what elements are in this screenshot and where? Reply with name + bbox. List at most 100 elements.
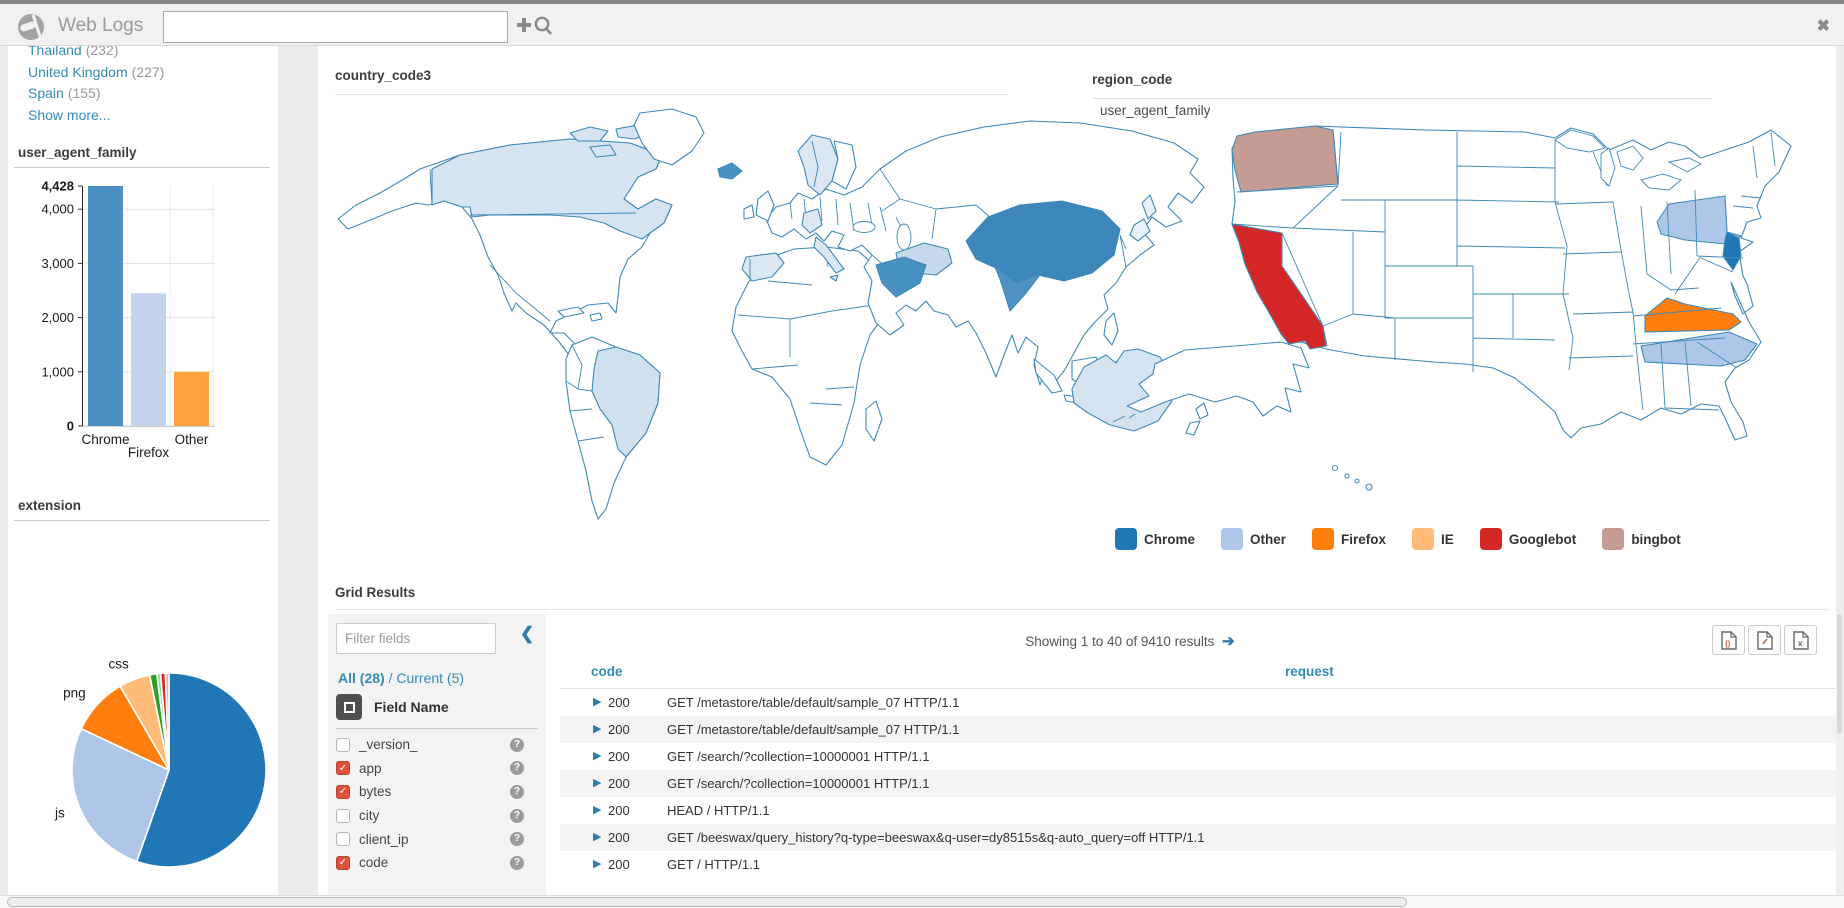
map-region-nc[interactable] bbox=[1640, 331, 1758, 367]
expand-row-icon[interactable]: ▶ bbox=[593, 750, 602, 762]
all-fields-link[interactable]: All (28) bbox=[338, 670, 385, 686]
map-region-italy[interactable] bbox=[813, 236, 845, 282]
cell-request: HEAD / HTTP/1.1 bbox=[667, 803, 770, 818]
field-checkbox-client_ip[interactable] bbox=[336, 832, 350, 847]
field-help-icon[interactable]: ? bbox=[510, 808, 524, 823]
add-search-button[interactable] bbox=[514, 12, 560, 42]
table-row[interactable]: ▶ 200 HEAD / HTTP/1.1 bbox=[560, 797, 1836, 824]
expand-row-icon[interactable]: ▶ bbox=[593, 831, 602, 843]
pie-slice[interactable] bbox=[164, 672, 170, 771]
table-row[interactable]: ▶ 200 GET /metastore/table/default/sample_… bbox=[560, 716, 1836, 743]
map-region-japan[interactable] bbox=[1129, 194, 1157, 242]
toggle-all-fields-checkbox[interactable] bbox=[336, 694, 362, 720]
field-help-icon[interactable]: ? bbox=[510, 832, 524, 847]
map-region-hawaii[interactable] bbox=[1331, 464, 1373, 491]
plus-search-icon bbox=[517, 16, 552, 35]
map-region-greenland[interactable] bbox=[633, 108, 705, 166]
table-row[interactable]: ▶ 200 GET /beeswax/query_history?q-type=be… bbox=[560, 824, 1836, 851]
cell-code: 200 bbox=[608, 803, 630, 818]
field-name-label: Field Name bbox=[374, 699, 449, 715]
map-region-saudi[interactable] bbox=[875, 256, 927, 298]
main-panel: country_code3 region_code user_agent_fam… bbox=[318, 46, 1836, 895]
column-header-request[interactable]: request bbox=[1285, 664, 1334, 679]
bar-chrome[interactable] bbox=[88, 186, 123, 426]
svg-text:{}: {} bbox=[1725, 641, 1731, 648]
cell-request: GET /search/?collection=10000001 HTTP/1.… bbox=[667, 749, 930, 764]
facet-item: Thailand (232) bbox=[28, 46, 164, 62]
expand-row-icon[interactable]: ▶ bbox=[593, 723, 602, 735]
field-help-icon[interactable]: ? bbox=[510, 784, 524, 799]
map-region-wa[interactable] bbox=[1231, 125, 1339, 193]
map-region-ca[interactable] bbox=[1231, 223, 1327, 350]
legend-label: Googlebot bbox=[1508, 531, 1577, 547]
legend-label: Chrome bbox=[1144, 531, 1196, 547]
fields-panel: ❮ All (28) / Current (5) Field Name _ver… bbox=[328, 614, 546, 895]
hue-logo-icon[interactable] bbox=[17, 13, 45, 41]
legend-swatch bbox=[1221, 528, 1244, 550]
map-region-canada[interactable] bbox=[431, 138, 673, 240]
results-table: Showing 1 to 40 of 9410 results ➔ {} x bbox=[560, 620, 1836, 895]
legend-item: IE bbox=[1412, 528, 1454, 550]
export-xls-button[interactable]: x bbox=[1784, 625, 1817, 655]
divider bbox=[1092, 98, 1712, 99]
facet-count: (227) bbox=[131, 63, 165, 80]
us-choropleth-map[interactable] bbox=[1085, 105, 1836, 527]
search-input[interactable] bbox=[163, 11, 508, 43]
expand-row-icon[interactable]: ▶ bbox=[593, 858, 602, 870]
horizontal-scrollbar-thumb[interactable] bbox=[7, 897, 1407, 907]
field-help-icon[interactable]: ? bbox=[510, 737, 524, 752]
export-json-button[interactable]: {} bbox=[1712, 625, 1745, 655]
facet-link[interactable]: United Kingdom bbox=[28, 63, 128, 80]
facet-link[interactable]: Thailand bbox=[28, 46, 82, 58]
vertical-scrollbar[interactable] bbox=[1836, 612, 1843, 895]
horizontal-scrollbar[interactable] bbox=[0, 895, 1844, 908]
column-header-code[interactable]: code bbox=[591, 664, 623, 679]
field-row-code: ✓ code? bbox=[336, 851, 538, 875]
showing-text: Showing 1 to 40 of 9410 results bbox=[1025, 634, 1215, 649]
field-checkbox-city[interactable] bbox=[336, 808, 350, 823]
legend-item: Googlebot bbox=[1479, 528, 1577, 550]
pie-slice-js[interactable] bbox=[71, 727, 170, 863]
svg-text:3,000: 3,000 bbox=[41, 256, 74, 271]
file-json-icon: {} bbox=[1720, 630, 1737, 650]
field-checkbox-app[interactable]: ✓ bbox=[336, 761, 350, 776]
field-help-icon[interactable]: ? bbox=[510, 761, 524, 776]
facet-link[interactable]: Show more... bbox=[28, 106, 111, 123]
fields-switch: All (28) / Current (5) bbox=[338, 670, 464, 686]
filter-fields-input[interactable] bbox=[336, 623, 496, 654]
map-region-spain[interactable] bbox=[741, 252, 785, 282]
next-page-arrow-icon[interactable]: ➔ bbox=[1222, 633, 1235, 650]
map-region-nj[interactable] bbox=[1722, 231, 1742, 271]
bar-other[interactable] bbox=[174, 371, 209, 426]
map-region-china[interactable] bbox=[965, 200, 1121, 284]
close-icon[interactable]: ✖ bbox=[1816, 18, 1830, 35]
expand-row-icon[interactable]: ▶ bbox=[593, 777, 602, 789]
field-label: bytes bbox=[359, 784, 392, 800]
cell-code: 200 bbox=[608, 695, 630, 710]
table-row[interactable]: ▶ 200 GET /search/?collection=10000001 HTT… bbox=[560, 743, 1836, 770]
table-row[interactable]: ▶ 200 GET / HTTP/1.1 bbox=[560, 851, 1836, 878]
bar-firefox[interactable] bbox=[131, 293, 166, 426]
field-checkbox-_version_[interactable] bbox=[336, 737, 350, 752]
grid-results-title: Grid Results bbox=[335, 585, 416, 600]
map-region-alaska[interactable] bbox=[1126, 341, 1310, 417]
vertical-scrollbar-thumb[interactable] bbox=[1837, 614, 1842, 734]
field-checkbox-code[interactable]: ✓ bbox=[336, 855, 350, 870]
map-region-iceland[interactable] bbox=[717, 162, 743, 180]
us-map-subtitle: user_agent_family bbox=[1100, 103, 1211, 118]
collapse-panel-icon[interactable]: ❮ bbox=[520, 624, 535, 643]
expand-row-icon[interactable]: ▶ bbox=[593, 804, 602, 816]
export-csv-button[interactable] bbox=[1748, 625, 1781, 655]
facet-link[interactable]: Spain bbox=[28, 85, 64, 101]
legend-item: Firefox bbox=[1312, 528, 1386, 550]
facet-count: (232) bbox=[85, 46, 119, 58]
field-checkbox-bytes[interactable]: ✓ bbox=[336, 784, 350, 799]
expand-row-icon[interactable]: ▶ bbox=[593, 696, 602, 708]
map-region-va[interactable] bbox=[1644, 297, 1742, 333]
map-region-germany[interactable] bbox=[801, 208, 823, 234]
current-fields-link[interactable]: Current (5) bbox=[396, 670, 465, 686]
field-help-icon[interactable]: ? bbox=[510, 855, 524, 870]
table-row[interactable]: ▶ 200 GET /search/?collection=10000001 HTT… bbox=[560, 770, 1836, 797]
table-row[interactable]: ▶ 200 GET /metastore/table/default/sample_… bbox=[560, 689, 1836, 716]
field-row-client_ip: client_ip? bbox=[336, 827, 538, 851]
